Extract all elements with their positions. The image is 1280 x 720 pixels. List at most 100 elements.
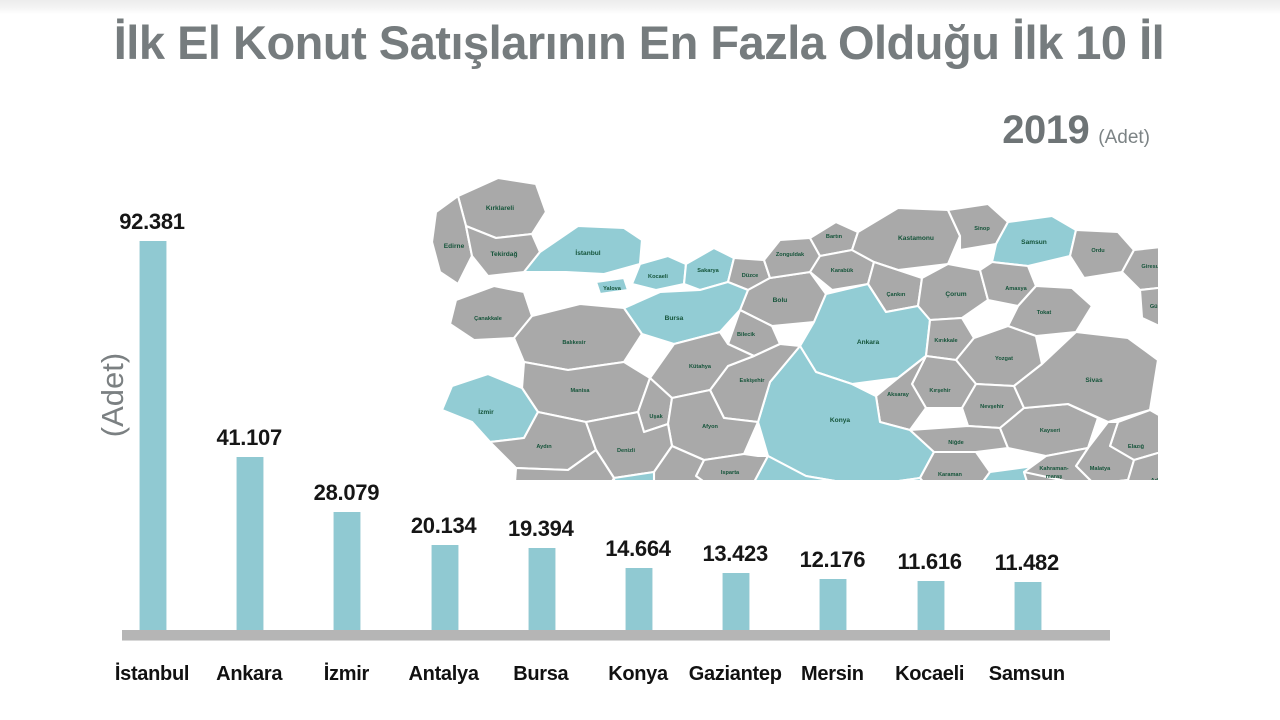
svg-text:Bursa: Bursa	[665, 315, 684, 322]
svg-text:Kütahya: Kütahya	[689, 364, 712, 370]
svg-text:Çorum: Çorum	[945, 291, 966, 298]
category-label-i̇stanbul: İstanbul	[114, 663, 190, 685]
svg-text:Isparta: Isparta	[721, 470, 740, 476]
svg-text:Bilecik: Bilecik	[737, 332, 756, 338]
category-label-gaziantep: Gaziantep	[688, 663, 782, 685]
svg-text:Malatya: Malatya	[1090, 466, 1111, 472]
svg-text:Yalova: Yalova	[603, 286, 622, 292]
svg-text:Sakarya: Sakarya	[697, 268, 719, 274]
bar-value-ankara: 41.107	[216, 425, 282, 450]
category-label-samsun: Samsun	[988, 663, 1065, 685]
top-gradient-band	[0, 0, 1280, 14]
svg-text:Elazığ: Elazığ	[1128, 444, 1145, 450]
bar-konya[interactable]	[625, 568, 653, 630]
svg-text:İstanbul: İstanbul	[575, 249, 600, 257]
svg-text:Düzce: Düzce	[742, 273, 758, 279]
province-edirne	[430, 194, 474, 286]
svg-text:Karaman: Karaman	[938, 472, 963, 478]
bar-kocaeli[interactable]	[916, 581, 945, 630]
bar-value-i̇zmir: 28.079	[313, 480, 380, 505]
year-caption: 2019 (Adet)	[1002, 108, 1150, 153]
bar-value-i̇stanbul: 92.381	[119, 209, 185, 234]
svg-text:Gümüşhane: Gümüşhane	[1150, 304, 1158, 310]
bar-ankara[interactable]	[236, 457, 265, 630]
svg-text:Niğde: Niğde	[948, 440, 964, 446]
category-label-antalya: Antalya	[408, 663, 479, 685]
svg-text:Bartın: Bartın	[826, 234, 843, 240]
svg-text:Çankırı: Çankırı	[887, 292, 906, 298]
svg-text:Manisa: Manisa	[571, 388, 591, 394]
bar-value-konya: 14.664	[605, 536, 671, 561]
svg-text:Kırşehir: Kırşehir	[929, 388, 951, 394]
svg-text:Kayseri: Kayseri	[1040, 428, 1061, 434]
svg-text:Denizli: Denizli	[617, 448, 635, 454]
svg-text:Ankara: Ankara	[857, 339, 880, 346]
svg-text:Eskişehir: Eskişehir	[740, 378, 766, 384]
svg-text:Adıyaman: Adıyaman	[1151, 478, 1158, 480]
province-burdur	[652, 444, 706, 480]
svg-text:Nevşehir: Nevşehir	[980, 404, 1004, 410]
svg-text:Uşak: Uşak	[649, 414, 663, 420]
svg-text:Konya: Konya	[830, 417, 850, 424]
svg-text:Kırıkkale: Kırıkkale	[934, 338, 957, 344]
category-label-kocaeli: Kocaeli	[895, 663, 965, 685]
svg-text:Amasya: Amasya	[1005, 286, 1027, 292]
svg-text:Tekirdağ: Tekirdağ	[491, 251, 518, 258]
province-gumushane	[1138, 286, 1158, 327]
svg-text:Ordu: Ordu	[1091, 248, 1105, 254]
turkey-map: Kırklareli Edirne Tekirdağ İstanbul Koca…	[428, 160, 1158, 480]
bar-value-antalya: 20.134	[410, 513, 477, 538]
bar-value-samsun: 11.482	[994, 550, 1060, 575]
svg-text:Çanakkale: Çanakkale	[474, 316, 502, 322]
category-label-konya: Konya	[608, 663, 668, 685]
svg-text:Zonguldak: Zonguldak	[776, 252, 805, 258]
province-bursa	[622, 280, 750, 346]
province-sivas	[1012, 330, 1158, 424]
year-value: 2019	[1002, 108, 1090, 152]
svg-text:Kastamonu: Kastamonu	[898, 235, 934, 242]
svg-text:Bolu: Bolu	[773, 297, 788, 304]
category-label-bursa: Bursa	[513, 663, 569, 685]
svg-text:Kocaeli: Kocaeli	[648, 274, 668, 280]
svg-text:Kırklareli: Kırklareli	[486, 205, 514, 212]
svg-text:İzmir: İzmir	[478, 408, 494, 416]
province-antalya	[612, 454, 923, 480]
bar-i̇zmir[interactable]	[333, 512, 362, 630]
svg-text:Balıkesir: Balıkesir	[562, 340, 586, 346]
province-mugla	[514, 448, 616, 480]
svg-text:Afyon: Afyon	[702, 424, 718, 430]
svg-text:Giresun: Giresun	[1141, 264, 1158, 270]
category-label-ankara: Ankara	[216, 663, 283, 685]
category-label-i̇zmir: İzmir	[323, 663, 369, 685]
province-shapes	[430, 176, 1158, 480]
bar-value-kocaeli: 11.616	[897, 549, 962, 574]
turkey-map-svg: Kırklareli Edirne Tekirdağ İstanbul Koca…	[430, 176, 1158, 480]
province-adana	[1022, 470, 1066, 480]
bar-samsun[interactable]	[1013, 582, 1042, 630]
svg-text:Aydın: Aydın	[536, 444, 552, 450]
year-unit-label: (Adet)	[1098, 127, 1150, 148]
page-title: İlk El Konut Satışlarının En Fazla Olduğ…	[113, 16, 1165, 69]
province-labels: Kırklareli Edirne Tekirdağ İstanbul Koca…	[444, 205, 1158, 480]
bar-value-bursa: 19.394	[508, 516, 574, 541]
svg-text:Kahraman-: Kahraman-	[1039, 466, 1068, 472]
svg-text:Sivas: Sivas	[1085, 377, 1103, 384]
bar-antalya[interactable]	[430, 545, 459, 630]
svg-text:Yozgat: Yozgat	[995, 356, 1013, 362]
svg-text:Edirne: Edirne	[444, 243, 465, 250]
chart-baseline	[122, 630, 1110, 640]
bar-gaziantep[interactable]	[722, 573, 751, 630]
bar-i̇stanbul[interactable]	[139, 241, 167, 630]
bar-value-gaziantep: 13.423	[702, 541, 768, 566]
svg-text:Aksaray: Aksaray	[887, 392, 910, 398]
province-kahramanmaras	[1022, 446, 1092, 480]
province-yalova	[594, 276, 630, 296]
svg-text:maraş: maraş	[1046, 474, 1062, 480]
bar-bursa[interactable]	[527, 548, 556, 630]
svg-text:Karabük: Karabük	[831, 268, 854, 274]
bar-value-mersin: 12.176	[799, 547, 866, 572]
bar-mersin[interactable]	[819, 579, 848, 630]
svg-text:Tokat: Tokat	[1037, 310, 1052, 316]
